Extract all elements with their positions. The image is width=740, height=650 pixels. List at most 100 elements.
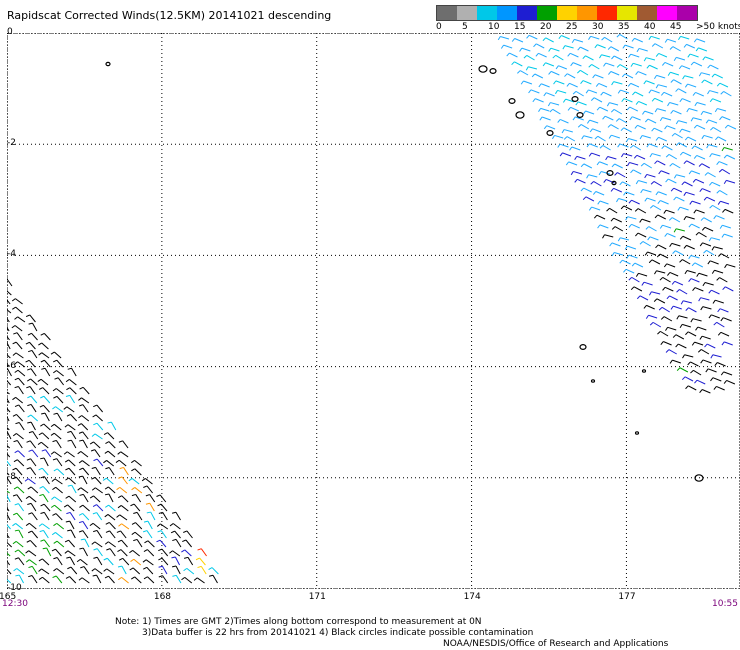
wind-barb <box>118 523 130 530</box>
wind-barb <box>676 367 689 373</box>
wind-barb <box>639 241 651 247</box>
wind-barb <box>699 242 712 247</box>
wind-barb <box>89 495 101 503</box>
wind-barb <box>118 576 129 584</box>
wind-barb <box>617 237 630 242</box>
wind-barb <box>538 83 550 88</box>
wind-barb <box>629 144 642 151</box>
wind-barb <box>705 119 718 124</box>
wind-barb <box>588 206 601 211</box>
colorbar-label: 25 <box>566 22 578 32</box>
wind-barb <box>561 129 573 134</box>
wind-barb <box>51 532 63 539</box>
wind-barb <box>702 282 714 287</box>
wind-barb <box>143 520 153 530</box>
wind-barb <box>129 550 140 557</box>
wind-barb <box>700 217 712 223</box>
wind-barb <box>209 574 218 584</box>
colorbar-label: 5 <box>462 22 468 32</box>
wind-barb <box>667 71 680 76</box>
wind-barb <box>577 46 589 52</box>
wind-barb <box>78 577 90 584</box>
wind-barb <box>707 260 719 265</box>
wind-barb <box>7 445 11 449</box>
wind-barb <box>636 47 648 53</box>
wind-barb <box>93 556 103 566</box>
wind-barb <box>694 102 706 107</box>
wind-barb <box>659 276 671 283</box>
wind-barb <box>65 394 76 404</box>
wind-barb <box>580 187 592 193</box>
wind-barb <box>718 168 731 175</box>
wind-barb <box>646 143 658 148</box>
wind-barb <box>592 74 604 79</box>
wind-barb <box>717 308 729 313</box>
wind-barb <box>549 108 561 115</box>
wind-barb <box>195 557 206 566</box>
wind-barb <box>608 134 621 139</box>
wind-barb <box>27 414 39 422</box>
wind-barb <box>691 145 703 151</box>
wind-barb <box>701 79 713 85</box>
wind-barb <box>722 286 734 292</box>
wind-barb <box>89 441 101 449</box>
wind-barb <box>51 478 63 485</box>
wind-barb <box>141 478 153 485</box>
wind-barb <box>625 137 638 143</box>
wind-barb <box>103 568 115 575</box>
wind-barb <box>28 322 38 332</box>
wind-barb <box>197 565 207 575</box>
wind-barb <box>181 549 192 557</box>
colorbar-swatch <box>617 6 637 20</box>
wind-barb <box>630 62 642 67</box>
wind-barb <box>7 490 10 494</box>
wind-barb <box>12 306 23 314</box>
wind-barb <box>38 558 50 566</box>
wind-barb <box>14 549 26 557</box>
wind-barb <box>660 316 673 322</box>
latitude-label: -8 <box>7 471 16 482</box>
colorbar-swatch <box>437 6 457 20</box>
wind-barb <box>183 530 193 539</box>
wind-barb <box>699 188 711 193</box>
wind-barb <box>696 272 708 277</box>
wind-barb <box>40 476 50 485</box>
wind-barb <box>130 459 142 467</box>
island-outline <box>606 170 614 177</box>
wind-barb <box>172 538 182 548</box>
wind-barb <box>79 439 88 449</box>
wind-barb <box>693 209 705 214</box>
wind-barb <box>91 476 102 485</box>
map-frame <box>7 33 740 589</box>
wind-barb <box>693 38 706 43</box>
wind-barb <box>104 450 116 458</box>
wind-barb <box>669 359 682 364</box>
wind-barb <box>722 208 734 214</box>
wind-barb <box>710 377 722 382</box>
wind-barb <box>716 190 728 196</box>
wind-barb <box>601 36 613 43</box>
wind-barb <box>93 422 104 431</box>
wind-barb <box>714 107 727 113</box>
wind-barb <box>603 179 615 184</box>
wind-barb <box>52 575 63 584</box>
wind-barb <box>596 161 609 166</box>
wind-barb <box>660 341 672 346</box>
wind-barb <box>640 189 652 194</box>
wind-barb <box>548 47 560 52</box>
wind-barb <box>497 35 510 41</box>
wind-barb <box>89 522 101 530</box>
wind-barb <box>646 64 658 70</box>
wind-barb <box>571 38 584 44</box>
wind-barb <box>719 116 731 121</box>
wind-barb <box>158 548 169 557</box>
wind-barb <box>12 341 23 350</box>
wind-barb <box>677 206 689 211</box>
wind-barb <box>131 522 143 530</box>
wind-barb <box>581 135 593 140</box>
wind-barb <box>116 514 128 521</box>
wind-barb <box>691 262 704 268</box>
wind-barb <box>688 223 700 229</box>
wind-barb <box>78 415 90 422</box>
wind-barb <box>671 280 684 286</box>
